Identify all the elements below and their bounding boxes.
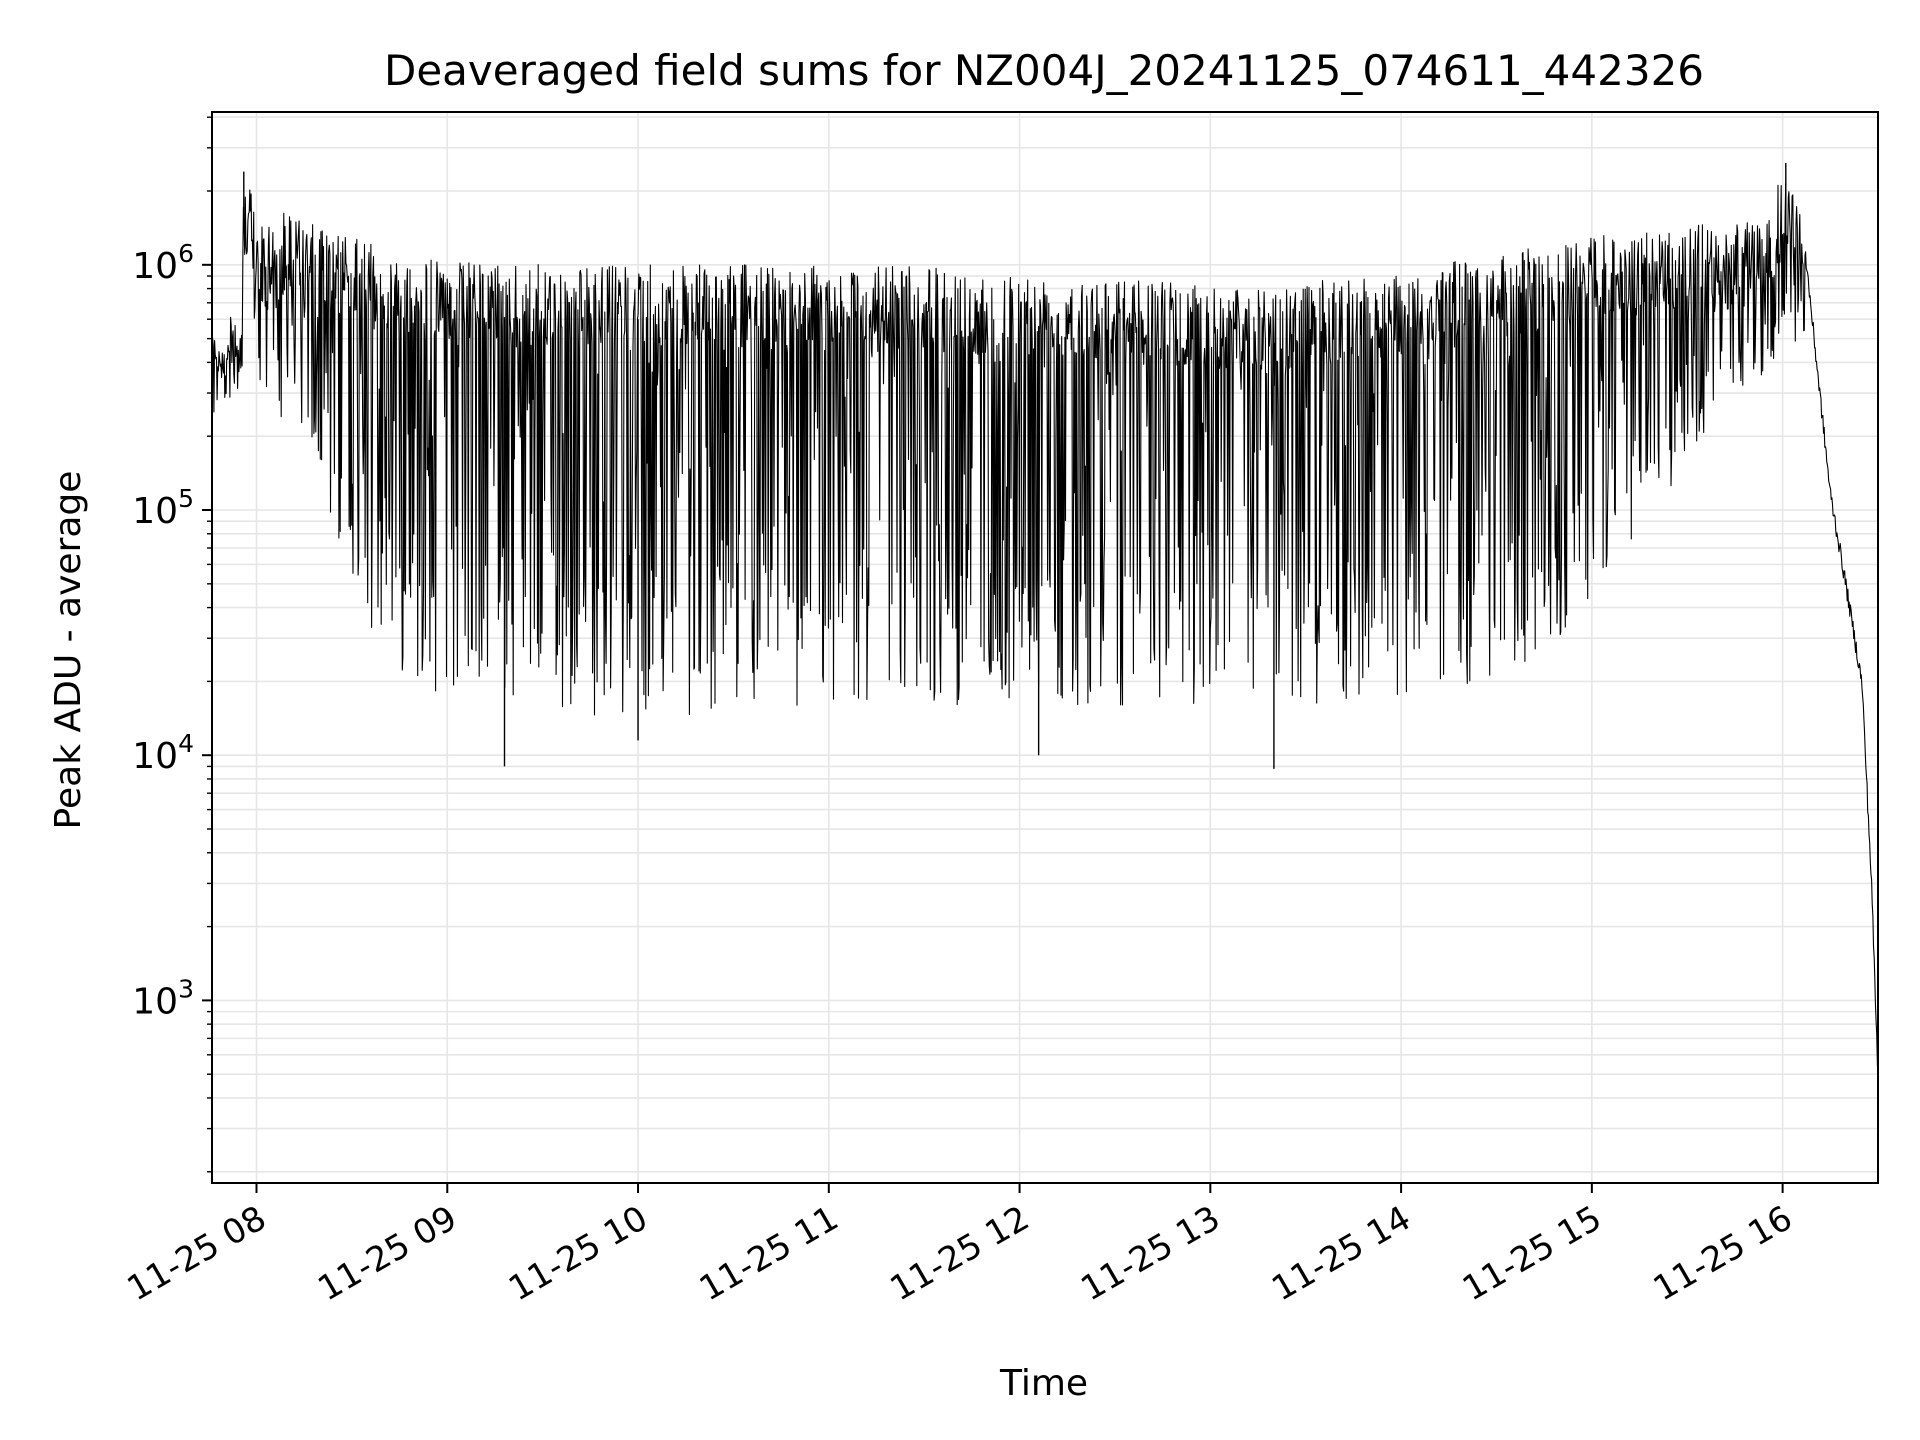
y-tick-label: 104 xyxy=(132,729,194,777)
x-axis-label: Time xyxy=(999,1363,1088,1404)
y-axis-label: Peak ADU - average xyxy=(48,471,89,830)
chart-title: Deaveraged field sums for NZ004J_2024112… xyxy=(384,46,1704,95)
y-tick-label: 106 xyxy=(132,239,194,287)
series-signal xyxy=(211,163,1879,1079)
plot-frame xyxy=(211,111,1879,1184)
y-tick-label: 103 xyxy=(132,974,194,1022)
series-line xyxy=(211,183,1879,1079)
y-tick-label: 105 xyxy=(132,484,194,532)
